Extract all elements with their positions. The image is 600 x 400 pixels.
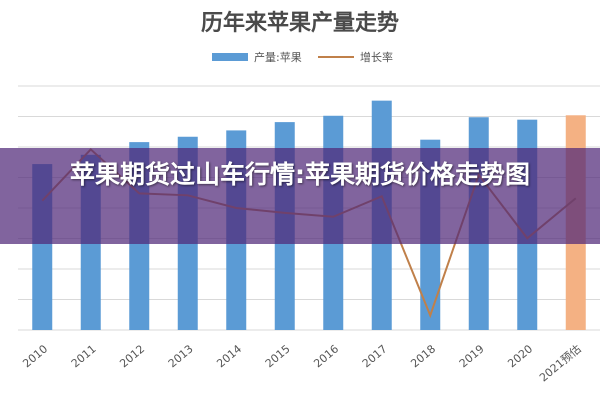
x-tick-label: 2013 — [166, 342, 196, 370]
x-tick-label: 2011 — [69, 342, 99, 370]
x-tick-label: 2018 — [408, 342, 438, 370]
x-tick-label: 2015 — [263, 342, 293, 370]
legend: 产量:苹果 增长率 — [212, 50, 393, 64]
x-tick-label: 2019 — [457, 342, 487, 370]
x-tick-label: 2012 — [117, 342, 147, 370]
headline-text: 苹果期货过山车行情:苹果期货价格走势图 — [70, 160, 530, 189]
x-tick-label: 2010 — [20, 342, 50, 370]
headline-banner — [0, 148, 600, 244]
x-tick-label: 2017 — [360, 342, 390, 370]
x-tick-label: 2016 — [311, 342, 341, 370]
legend-label-line: 增长率 — [360, 50, 393, 64]
legend-swatch-bar — [212, 53, 248, 61]
legend-label-bar: 产量:苹果 — [254, 50, 302, 64]
x-tick-label: 2020 — [505, 342, 535, 370]
x-tick-label: 2021预估 — [537, 342, 584, 384]
x-tick-label: 2014 — [214, 342, 244, 370]
x-axis-ticks: 2010 2011 2012 2013 2014 2015 2016 2017 2018 2019… — [20, 342, 583, 384]
chart-title: 历年来苹果产量走势 — [201, 10, 399, 36]
